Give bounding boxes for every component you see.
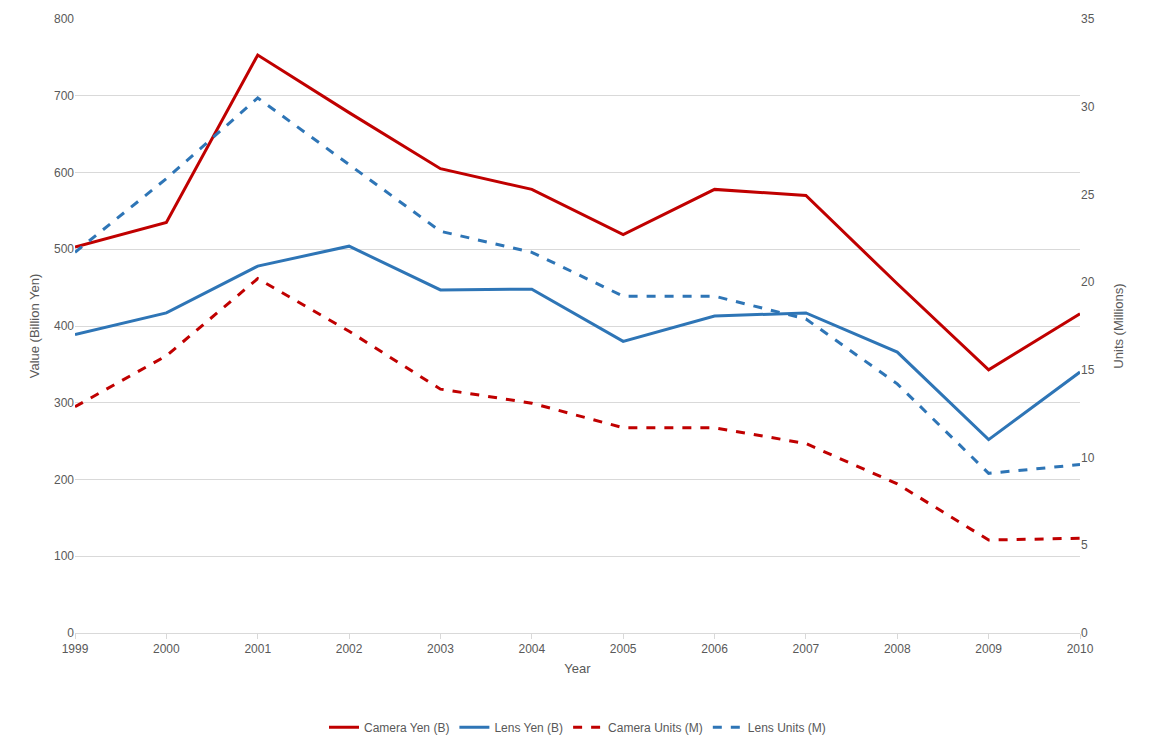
- svg-text:0: 0: [1081, 626, 1088, 640]
- svg-text:2001: 2001: [244, 642, 271, 656]
- svg-text:200: 200: [54, 473, 74, 487]
- svg-text:Camera Yen (B): Camera Yen (B): [364, 721, 449, 735]
- svg-text:20: 20: [1081, 275, 1095, 289]
- svg-text:5: 5: [1081, 538, 1088, 552]
- svg-text:2004: 2004: [518, 642, 545, 656]
- svg-text:0: 0: [67, 626, 74, 640]
- svg-text:400: 400: [54, 319, 74, 333]
- svg-text:25: 25: [1081, 188, 1095, 202]
- svg-text:30: 30: [1081, 100, 1095, 114]
- svg-text:Lens Yen (B): Lens Yen (B): [494, 721, 563, 735]
- svg-text:Camera Units (M): Camera Units (M): [608, 721, 703, 735]
- svg-text:500: 500: [54, 242, 74, 256]
- svg-text:15: 15: [1081, 363, 1095, 377]
- svg-text:Units (Millions): Units (Millions): [1111, 283, 1126, 368]
- svg-text:Lens Units (M): Lens Units (M): [748, 721, 826, 735]
- svg-text:600: 600: [54, 166, 74, 180]
- svg-text:800: 800: [54, 12, 74, 26]
- svg-text:100: 100: [54, 549, 74, 563]
- svg-text:2008: 2008: [884, 642, 911, 656]
- svg-text:1999: 1999: [62, 642, 89, 656]
- svg-text:10: 10: [1081, 451, 1095, 465]
- svg-text:2002: 2002: [336, 642, 363, 656]
- svg-text:2006: 2006: [701, 642, 728, 656]
- svg-text:2009: 2009: [975, 642, 1002, 656]
- svg-text:2007: 2007: [793, 642, 820, 656]
- svg-text:700: 700: [54, 89, 74, 103]
- svg-text:2010: 2010: [1067, 642, 1094, 656]
- svg-text:2000: 2000: [153, 642, 180, 656]
- svg-text:Value (Billion Yen): Value (Billion Yen): [27, 274, 42, 379]
- svg-text:2003: 2003: [427, 642, 454, 656]
- svg-text:300: 300: [54, 396, 74, 410]
- svg-text:35: 35: [1081, 12, 1095, 26]
- svg-text:Year: Year: [564, 661, 591, 676]
- svg-text:2005: 2005: [610, 642, 637, 656]
